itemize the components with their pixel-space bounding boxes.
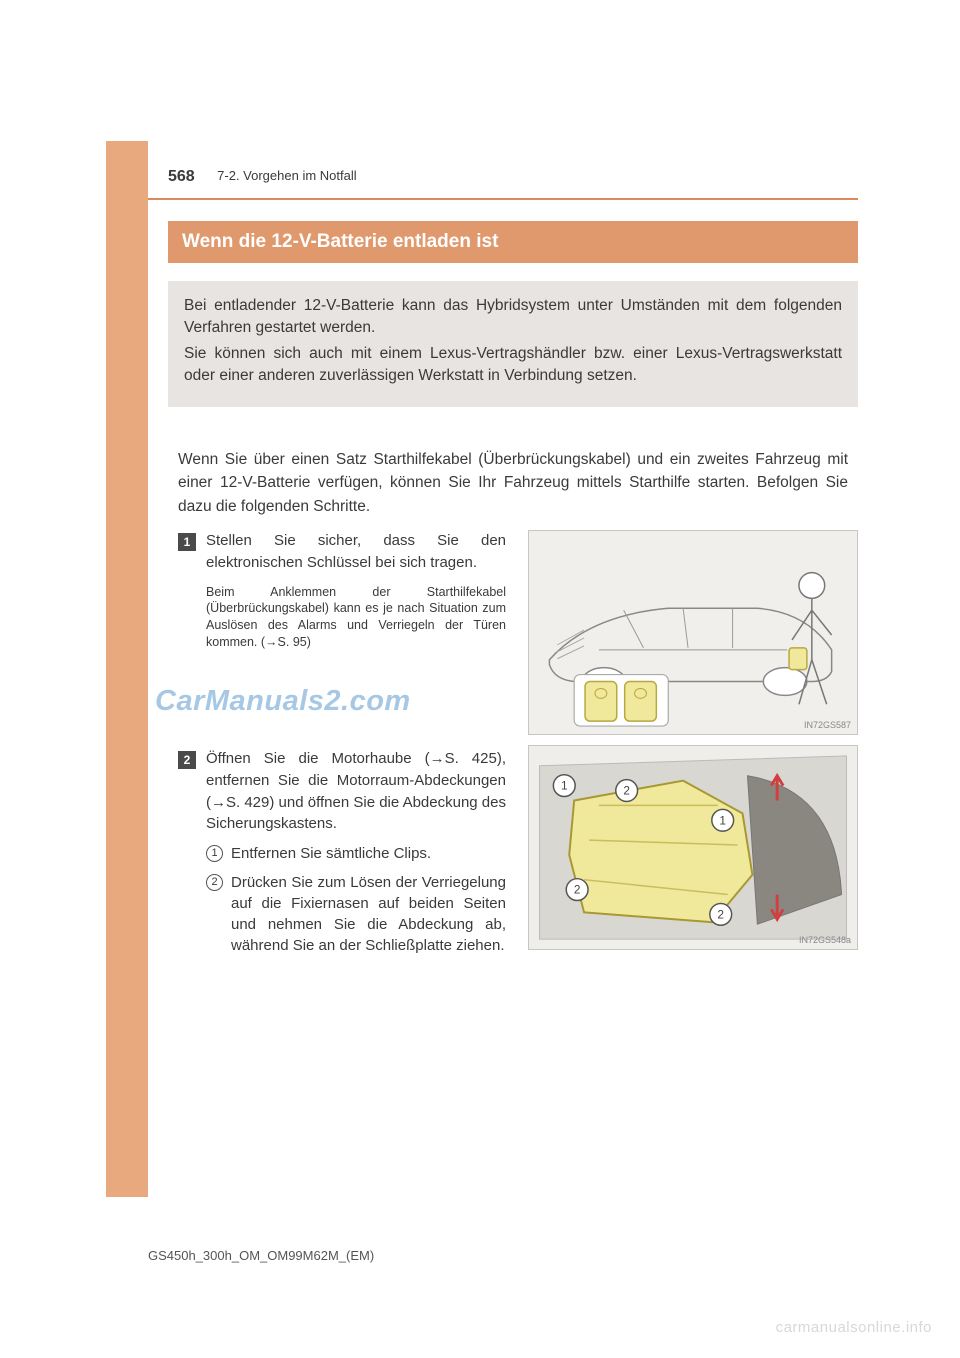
figure-1-label: IN72GS587 <box>804 720 851 730</box>
intro-paragraph-1: Bei entladender 12-V-Batterie kann das H… <box>184 295 842 340</box>
svg-text:2: 2 <box>717 907 724 921</box>
section-tab <box>106 141 148 1197</box>
watermark-bottom: carmanualsonline.info <box>776 1319 932 1336</box>
step-2-block: 2 Öffnen Sie die Motorhaube (→S. 425), e… <box>178 748 518 966</box>
step-2-sub-2: 2 Drücken Sie zum Lösen der Verriegelung… <box>206 872 506 956</box>
intro-paragraph-2: Sie können sich auch mit einem Lexus-Ver… <box>184 343 842 388</box>
step-2-sub-1: 1 Entfernen Sie sämtliche Clips. <box>206 843 506 864</box>
step-2-sub-2-text: Drücken Sie zum Lösen der Verriegelung a… <box>231 872 506 956</box>
step-number-box: 2 <box>178 751 196 769</box>
figure-fuse-box: 1 2 1 2 2 IN72GS548a <box>528 745 858 950</box>
page-number: 568 <box>168 168 195 186</box>
footer-code: GS450h_300h_OM_OM99M62M_(EM) <box>148 1248 374 1263</box>
figure-key-in-pocket: IN72GS587 <box>528 530 858 735</box>
circled-2-icon: 2 <box>206 874 223 891</box>
intro-box: Bei entladender 12-V-Batterie kann das H… <box>168 281 858 407</box>
circled-1-icon: 1 <box>206 845 223 862</box>
step-2-text: Öffnen Sie die Motorhaube (→S. 425), ent… <box>206 748 506 835</box>
figure-2-label: IN72GS548a <box>799 935 851 945</box>
svg-text:2: 2 <box>574 883 581 897</box>
step-1-note: Beim Anklemmen der Starthilfekabel (Über… <box>206 584 506 652</box>
header-rule <box>148 198 858 200</box>
step-1-text: Stellen Sie sicher, dass Sie den elektro… <box>206 530 506 574</box>
page-header: 568 7-2. Vorgehen im Notfall <box>168 168 858 186</box>
step-number-box: 1 <box>178 533 196 551</box>
chapter-reference: 7-2. Vorgehen im Notfall <box>217 168 356 183</box>
body-paragraph: Wenn Sie über einen Satz Starthilfekabel… <box>178 448 848 518</box>
step-2-sub-1-text: Entfernen Sie sämtliche Clips. <box>231 843 431 864</box>
svg-text:1: 1 <box>561 779 568 793</box>
svg-text:1: 1 <box>719 813 726 827</box>
section-title: Wenn die 12-V-Batterie entladen ist <box>168 221 858 263</box>
svg-text:2: 2 <box>623 784 630 798</box>
watermark-main: CarManuals2.com <box>155 685 411 718</box>
